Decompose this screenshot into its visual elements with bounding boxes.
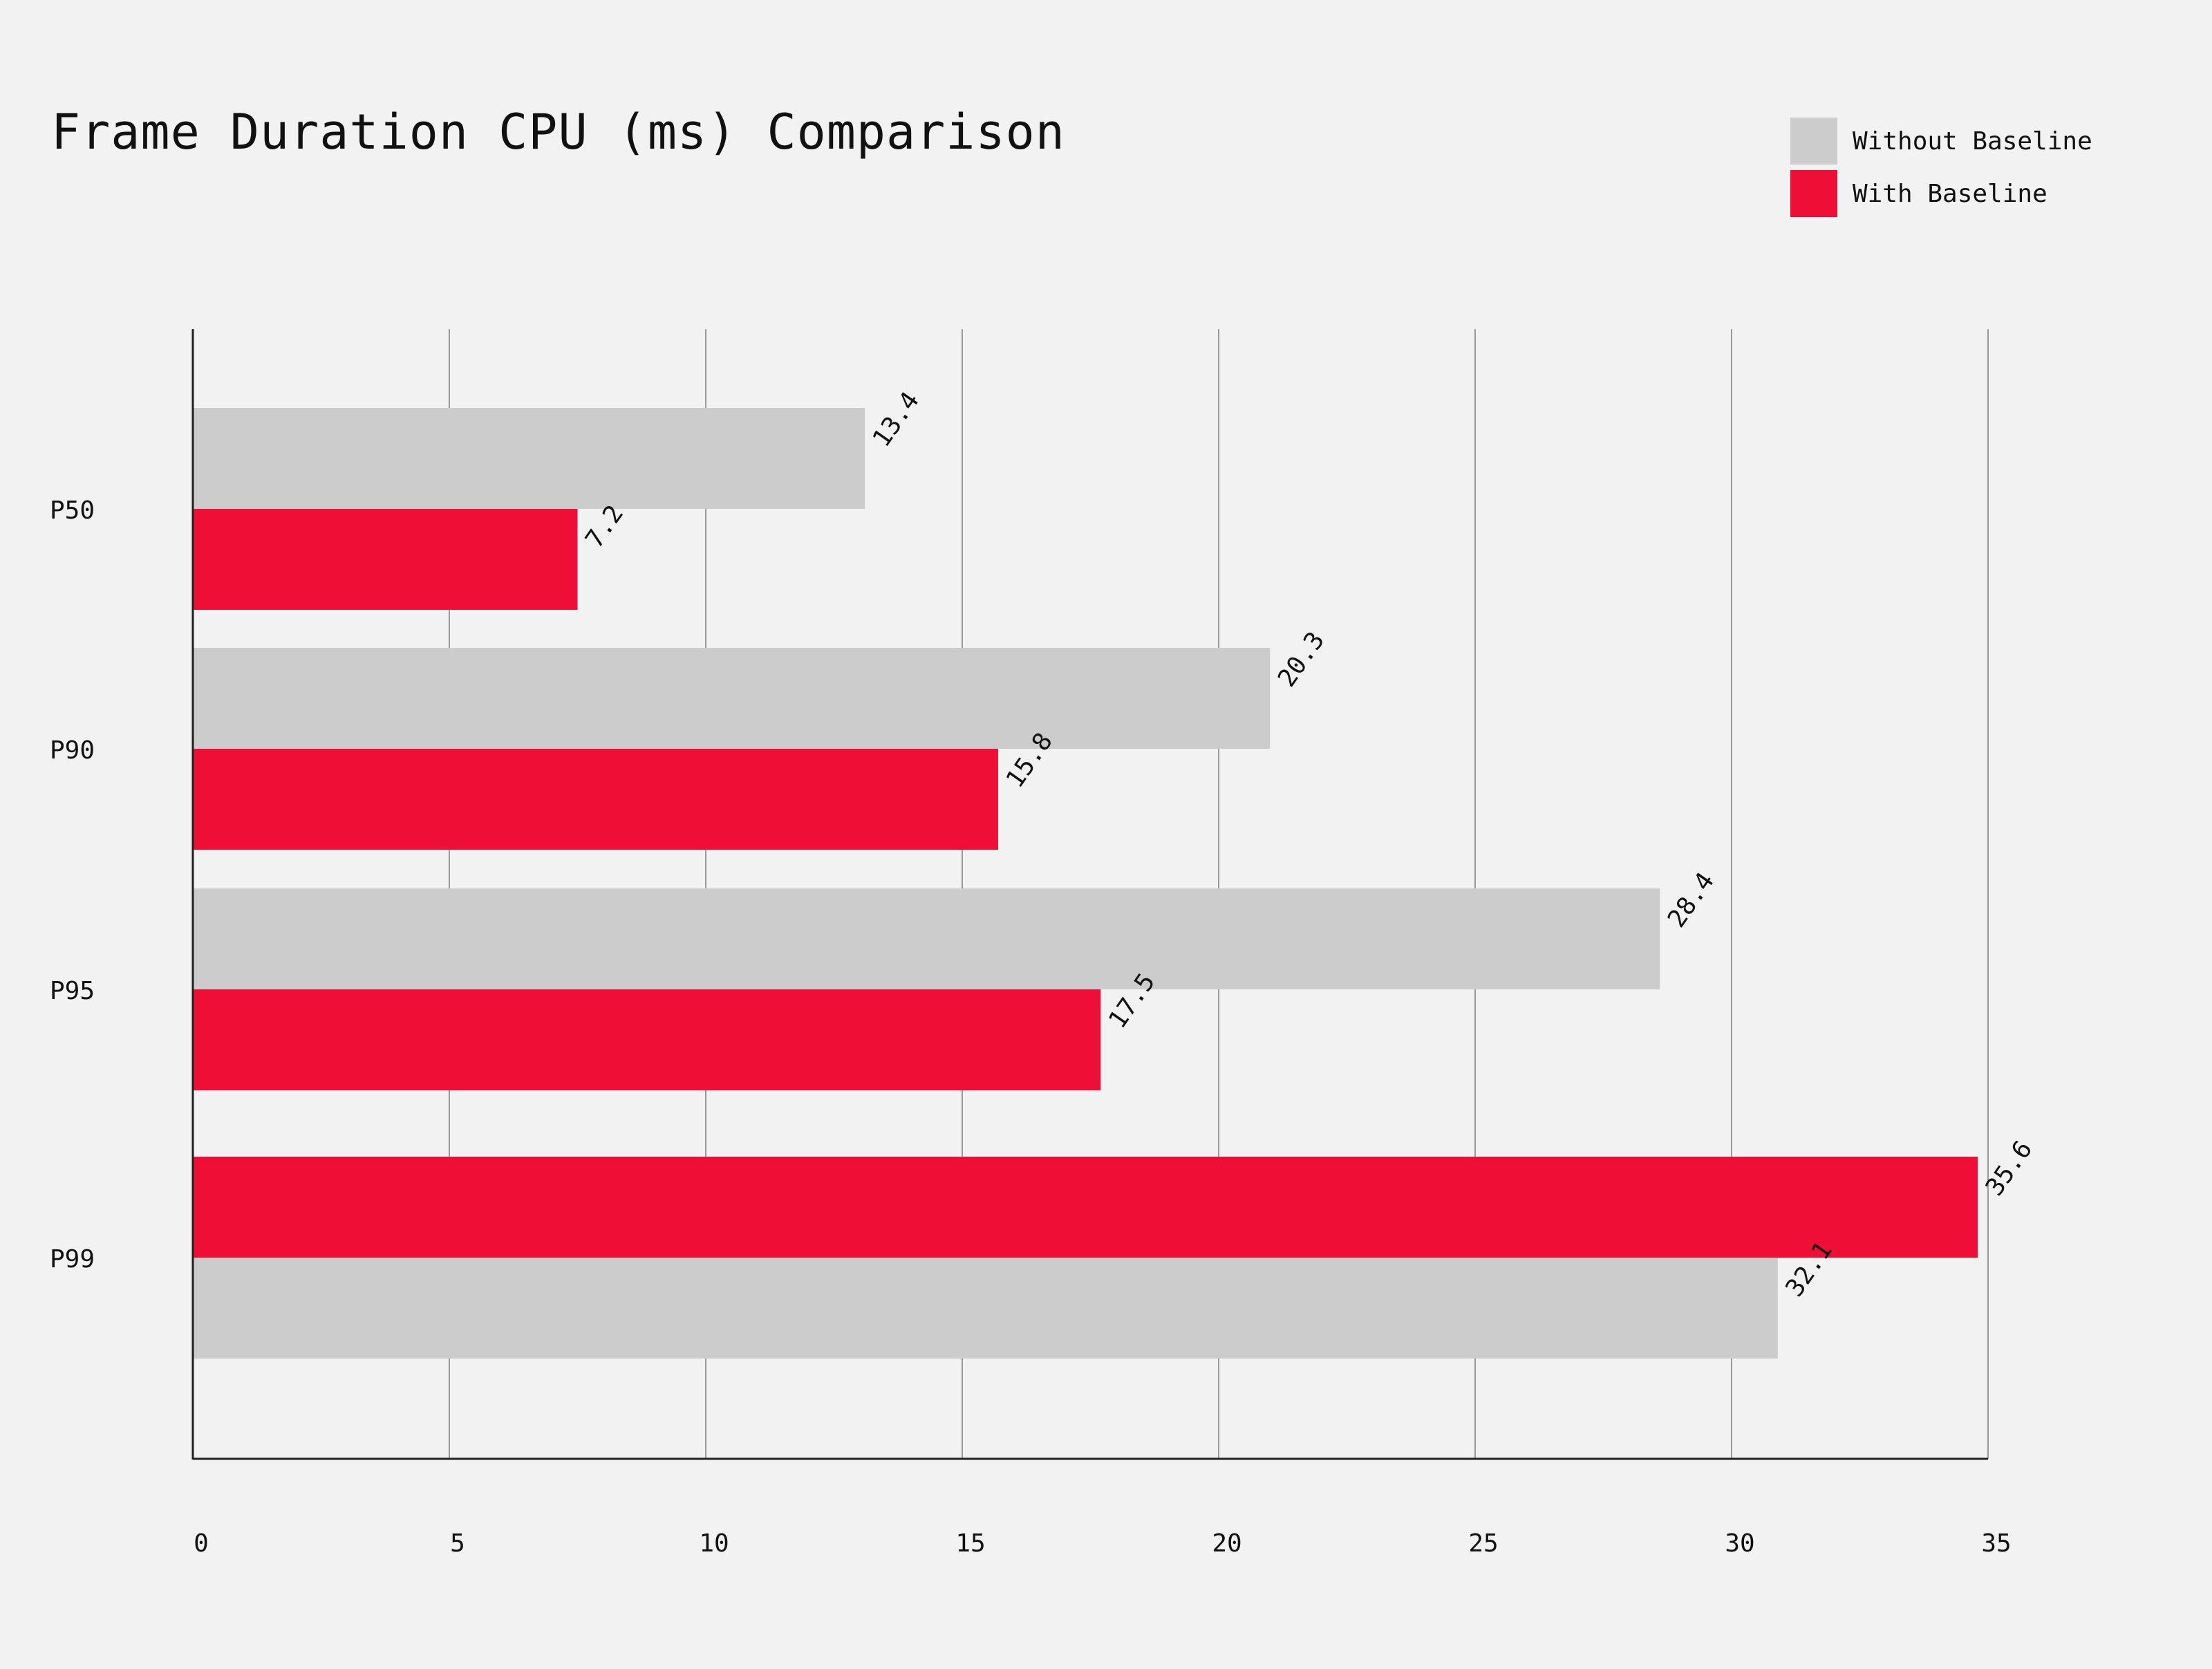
data-label: 20.3 (1273, 627, 1330, 693)
category-label: P99 (50, 1245, 95, 1274)
bar-p90-with-baseline (193, 749, 998, 850)
legend-item-without-baseline: Without Baseline (1790, 118, 2092, 165)
x-tick-label: 5 (450, 1529, 465, 1558)
x-tick-label: 25 (1468, 1529, 1498, 1558)
bar-p95-without-baseline (193, 888, 1660, 989)
x-tick-label: 35 (1981, 1529, 2011, 1558)
legend-label: With Baseline (1853, 179, 2047, 208)
bar-p50-without-baseline (193, 408, 865, 509)
x-tick-label: 10 (699, 1529, 729, 1558)
bar-p90-without-baseline (193, 648, 1271, 749)
legend-label: Without Baseline (1853, 127, 2092, 156)
data-label: 35.6 (1980, 1136, 2038, 1202)
x-tick-label: 30 (1725, 1529, 1754, 1558)
bar-p50-with-baseline (193, 509, 578, 610)
x-tick-label: 0 (194, 1529, 209, 1558)
data-label: 28.4 (1662, 868, 1720, 933)
x-tick-label: 15 (955, 1529, 985, 1558)
legend-item-with-baseline: With Baseline (1790, 170, 2047, 217)
category-label: P50 (50, 496, 95, 525)
category-label: P90 (50, 736, 95, 765)
legend-swatch-without-baseline (1790, 118, 1837, 165)
legend-swatch-with-baseline (1790, 170, 1837, 217)
bar-p99-with-baseline (193, 1157, 1978, 1258)
bar-p99-without-baseline (193, 1258, 1778, 1359)
x-tick-label: 20 (1212, 1529, 1241, 1558)
category-label: P95 (50, 977, 95, 1005)
chart-title: Frame Duration CPU (ms) Comparison (51, 104, 1065, 160)
data-label: 13.4 (868, 387, 925, 453)
bar-p95-with-baseline (193, 989, 1101, 1090)
